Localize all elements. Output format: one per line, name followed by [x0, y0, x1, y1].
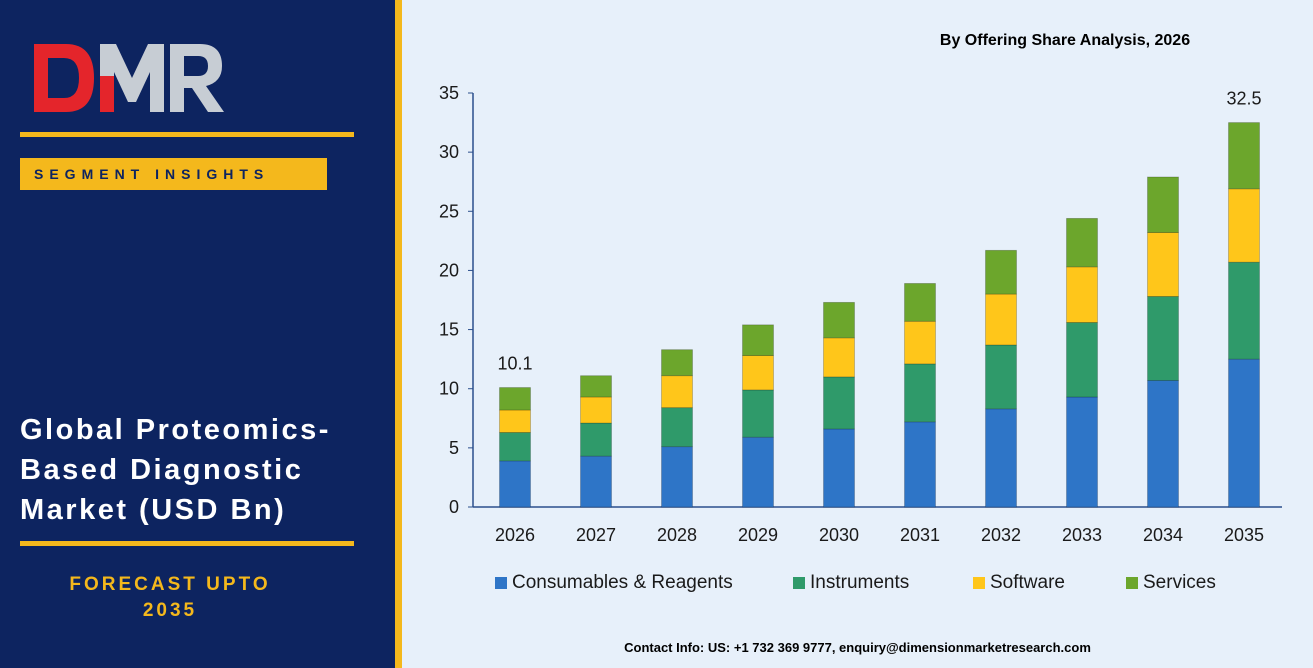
x-tick-label: 2032 — [981, 525, 1021, 545]
bar-segment — [580, 375, 612, 398]
bar-segment — [499, 460, 531, 508]
bar-segment — [823, 301, 855, 339]
legend-item-instruments: Instruments — [793, 572, 909, 594]
x-tick-label: 2029 — [738, 525, 778, 545]
bottom-gold-divider — [20, 541, 354, 546]
bar-segment — [499, 409, 531, 433]
report-title: Global Proteomics- Based Diagnostic Mark… — [20, 410, 380, 530]
legend-item-software: Software — [973, 572, 1065, 594]
bar-segment — [1228, 358, 1260, 508]
y-tick-label: 20 — [439, 260, 459, 280]
bar-segment — [904, 283, 936, 322]
legend-item-consumables: Consumables & Reagents — [495, 572, 733, 594]
forecast-line: FORECAST UPTO — [69, 574, 271, 595]
y-tick-label: 15 — [439, 320, 459, 340]
bar-segment — [661, 349, 693, 377]
y-tick-label: 35 — [439, 83, 459, 103]
bar-segment — [823, 428, 855, 508]
bar-segment — [904, 421, 936, 508]
chart-title: By Offering Share Analysis, 2026 — [939, 32, 1191, 49]
legend-label: Software — [990, 572, 1065, 593]
bar-segment — [580, 422, 612, 457]
contact-info: Contact Info: US: +1 732 369 9777, enqui… — [624, 640, 1091, 655]
bar-segment — [1228, 122, 1260, 190]
forecast-label: FORECAST UPTO 2035 — [20, 572, 320, 624]
bar-segment — [1066, 266, 1098, 323]
bar-segment — [742, 389, 774, 438]
y-tick-label: 30 — [439, 142, 459, 162]
bar-segment — [823, 376, 855, 430]
dmr-logo — [34, 44, 224, 112]
x-tick-label: 2035 — [1224, 525, 1264, 545]
bar-total-label: 32.5 — [1226, 89, 1261, 109]
sidebar-panel: SEGMENT INSIGHTS Global Proteomics- Base… — [0, 0, 395, 668]
x-tick-label: 2027 — [576, 525, 616, 545]
bar-segment — [1147, 232, 1179, 297]
bar-segment — [580, 455, 612, 508]
chart-legend: Consumables & Reagents Instruments Softw… — [402, 572, 1313, 602]
bar-segment — [580, 396, 612, 424]
bar-segment — [661, 407, 693, 448]
bar-segment — [985, 408, 1017, 508]
y-tick-label: 25 — [439, 201, 459, 221]
stacked-bar-chart: 0 5 10 15 20 25 30 35 2026 10.1 2027 2028 2029 2030 20… — [439, 83, 1282, 545]
x-tick-label: 2026 — [495, 525, 535, 545]
bar-segment — [1066, 322, 1098, 398]
legend-label: Consumables & Reagents — [512, 572, 733, 593]
bar-segment — [985, 249, 1017, 295]
x-tick-label: 2028 — [657, 525, 697, 545]
bar-segment — [661, 375, 693, 409]
y-tick-label: 0 — [449, 497, 459, 517]
accent-strip — [395, 0, 402, 668]
segment-insights-badge: SEGMENT INSIGHTS — [20, 158, 327, 190]
legend-item-services: Services — [1126, 572, 1216, 594]
bar-segment — [742, 355, 774, 391]
legend-swatch-software — [973, 577, 985, 589]
legend-label: Instruments — [810, 572, 910, 593]
bar-segment — [1228, 261, 1260, 360]
bar-segment — [1147, 296, 1179, 381]
report-title-line: Market (USD Bn) — [20, 494, 287, 526]
bar-segment — [742, 436, 774, 508]
bar-segment — [904, 320, 936, 365]
bar-segment — [499, 387, 531, 411]
bar-segment — [1066, 396, 1098, 508]
bar-segment — [499, 432, 531, 462]
report-title-line: Based Diagnostic — [20, 454, 304, 486]
legend-label: Services — [1143, 572, 1216, 593]
forecast-year: 2035 — [142, 600, 198, 621]
bar-segment — [1147, 380, 1179, 508]
bar-segment — [1066, 217, 1098, 268]
report-title-line: Global Proteomics- — [20, 414, 331, 446]
bar-segment — [1147, 176, 1179, 233]
bar-total-label: 10.1 — [497, 354, 532, 374]
bar-segment — [661, 446, 693, 508]
x-tick-label: 2034 — [1143, 525, 1183, 545]
x-tick-label: 2033 — [1062, 525, 1102, 545]
bar-segment — [823, 337, 855, 378]
legend-swatch-services — [1126, 577, 1138, 589]
legend-swatch-consumables — [495, 577, 507, 589]
bar-segment — [985, 344, 1017, 410]
bar-segment — [904, 363, 936, 423]
top-gold-divider — [20, 132, 354, 137]
bar-segment — [985, 293, 1017, 346]
y-tick-label: 10 — [439, 379, 459, 399]
bar-segment — [1228, 188, 1260, 263]
x-tick-label: 2031 — [900, 525, 940, 545]
y-tick-label: 5 — [449, 438, 459, 458]
x-tick-label: 2030 — [819, 525, 859, 545]
bar-segment — [742, 324, 774, 356]
legend-swatch-instruments — [793, 577, 805, 589]
